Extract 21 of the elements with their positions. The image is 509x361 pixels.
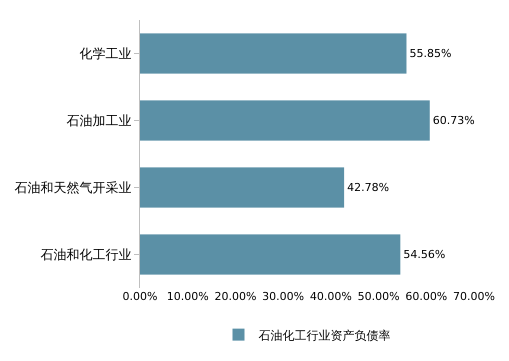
data-label: 55.85% [409,47,452,60]
legend-label: 石油化工行业资产负债率 [258,328,390,342]
data-label: 42.78% [347,181,390,194]
bar [140,33,406,74]
x-tick-label: 50.00% [358,290,400,303]
x-tick-label: 20.00% [214,290,256,303]
y-tick-label: 石油和化工行业 [40,248,132,264]
data-label: 60.73% [432,114,475,127]
data-label: 54.56% [403,248,446,261]
y-tick-label: 化学工业 [79,47,132,62]
x-tick-label: 10.00% [166,290,209,303]
y-tick-label: 石油和天然气开采业 [14,181,132,196]
x-tick-label: 0.00% [122,290,158,303]
x-tick-label: 60.00% [405,290,448,303]
bar [140,167,344,208]
bar [140,234,400,275]
bar [140,100,430,141]
x-tick-label: 40.00% [310,290,352,303]
x-tick-label: 30.00% [262,290,304,303]
y-tick-label: 石油加工业 [66,114,132,130]
x-tick-label: 70.00% [453,290,495,303]
